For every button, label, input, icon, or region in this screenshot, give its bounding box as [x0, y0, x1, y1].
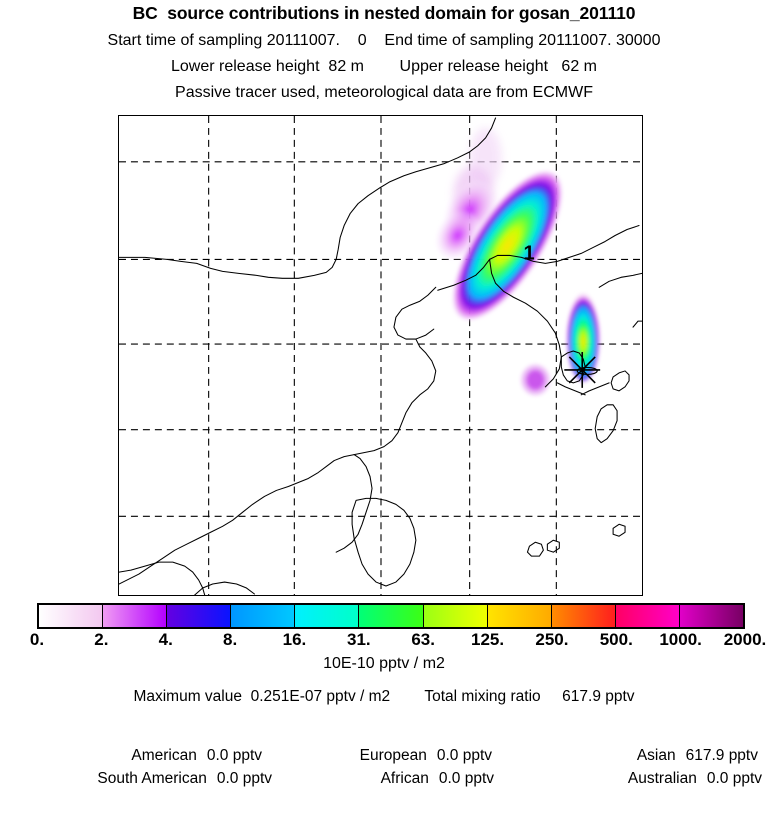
colorbar-tick-label: 500.: [599, 630, 633, 649]
colorbar-tick-label: 125.: [470, 630, 505, 649]
colorbar-segment: [39, 605, 104, 627]
colorbar-tick-label: 4.: [158, 630, 173, 649]
plume-number-label: 1: [523, 242, 535, 265]
contribution-cell: Australian 0.0 pptv: [494, 770, 762, 788]
colorbar-tick-label: 8.: [222, 630, 238, 649]
contribution-cell: European 0.0 pptv: [262, 747, 492, 765]
continent-row-2: South American 0.0 pptv African 0.0 pptv…: [0, 734, 768, 824]
colorbar-tick-label: 2.: [94, 630, 109, 649]
plot-canvas: BC source contributions in nested domain…: [0, 3, 768, 787]
colorbar-unit-label: 10E-10 pptv / m2: [323, 655, 445, 672]
page-title: BC source contributions in nested domain…: [132, 3, 636, 23]
colorbar-tick-labels: 0. 2. 4. 8. 16. 31. 63. 125. 250. 500. 1000. 2000.: [0, 630, 768, 652]
tracer-meteo-line: Passive tracer used, meteorological data…: [175, 84, 593, 101]
colorbar-tick-label: 63.: [411, 630, 435, 649]
star-marker: [564, 352, 601, 388]
contribution-value: 617.9 pptv: [685, 747, 758, 764]
contribution-label: African: [380, 770, 429, 787]
contribution-value: 0.0 pptv: [206, 747, 262, 764]
sampling-time-line: Start time of sampling 20111007. 0 End t…: [107, 32, 661, 49]
contribution-cell: African 0.0 pptv: [272, 770, 494, 788]
contribution-label: Australian: [627, 770, 697, 787]
contribution-value: 0.0 pptv: [216, 770, 272, 787]
contribution-value: 0.0 pptv: [438, 770, 494, 787]
colorbar-segment: [295, 605, 360, 627]
colorbar-tick-label: 2000.: [723, 630, 767, 649]
coastlines: [119, 117, 642, 595]
colorbar-tick-label: 0.: [29, 630, 45, 649]
contribution-cell: American 0.0 pptv: [0, 747, 262, 765]
maximum-value-line: Maximum value 0.251E-07 pptv / m2 Total …: [133, 688, 635, 705]
colorbar-segment: [167, 605, 232, 627]
colorbar-segment: [551, 605, 616, 627]
colorbar-segment: [359, 605, 424, 627]
contribution-cell: South American 0.0 pptv: [0, 770, 272, 788]
contribution-label: South American: [97, 770, 207, 787]
contribution-value: 0.0 pptv: [436, 747, 492, 764]
continent-row-1: American 0.0 pptv European 0.0 pptv Asia…: [0, 711, 768, 801]
colorbar-tick-label: 1000.: [659, 630, 702, 649]
contribution-label: European: [359, 747, 427, 764]
release-height-line: Lower release height 82 m Upper release …: [170, 58, 597, 75]
contribution-label: American: [131, 747, 197, 764]
colorbar-segment: [103, 605, 168, 627]
colorbar-segment: [487, 605, 552, 627]
plume-overlay: [435, 127, 600, 395]
map-plot-area: 1: [118, 115, 643, 596]
colorbar-segment: [231, 605, 296, 627]
contribution-value: 0.0 pptv: [706, 770, 762, 787]
contribution-label: Asian: [636, 747, 676, 764]
contribution-cell: Asian 617.9 pptv: [492, 747, 758, 765]
colorbar-segment: [423, 605, 488, 627]
colorbar-tick-label: 31.: [346, 630, 371, 649]
gridlines: [119, 116, 642, 595]
colorbar-tick-label: 16.: [282, 630, 307, 649]
colorbar: [37, 603, 745, 629]
map-svg: [119, 116, 642, 595]
colorbar-segment: [615, 605, 680, 627]
colorbar-tick-label: 250.: [535, 630, 569, 649]
colorbar-container: [37, 603, 745, 629]
colorbar-segment: [679, 605, 744, 627]
